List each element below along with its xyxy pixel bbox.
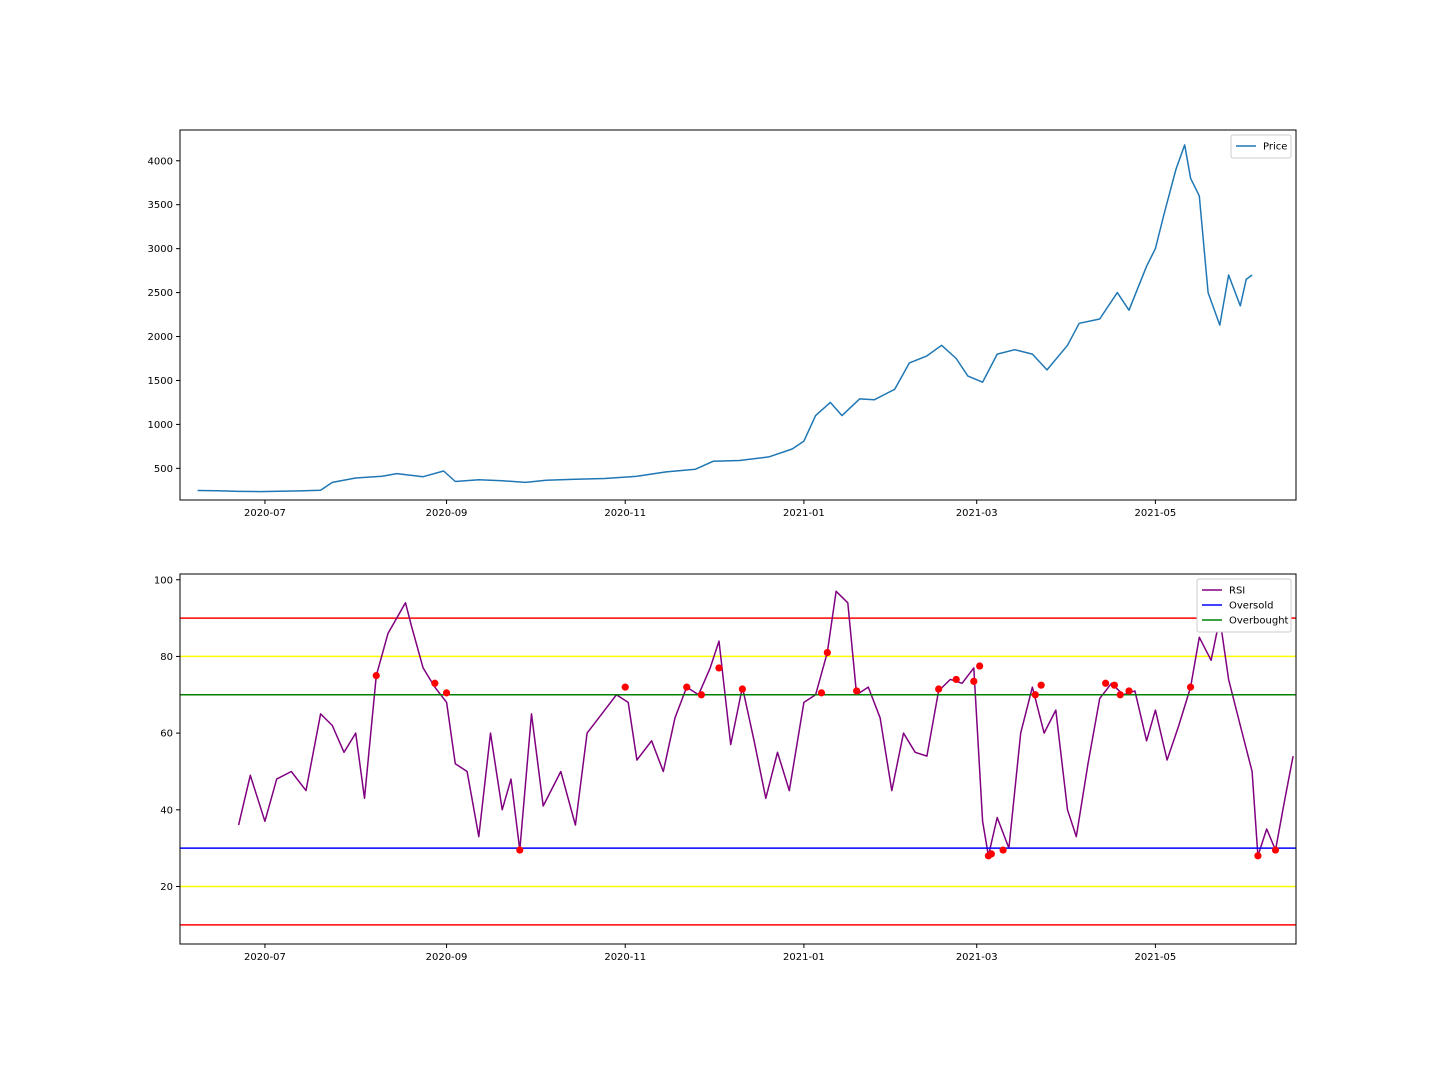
x-tick-label: 2020-07: [244, 508, 286, 519]
rsi-legend: RSI Oversold Overbought: [1196, 578, 1292, 633]
signal-marker: [1125, 687, 1133, 695]
signal-marker: [952, 675, 960, 684]
x-tick-label: 2021-01: [783, 952, 825, 963]
signal-marker: [999, 846, 1007, 854]
price-legend-box: [1230, 134, 1292, 159]
price-axes-frame: [179, 129, 1297, 501]
signal-marker: [715, 664, 723, 672]
y-tick-label: 4000: [148, 156, 173, 167]
x-tick-label: 2021-05: [1135, 952, 1177, 963]
y-tick-label: 3500: [148, 200, 173, 211]
signal-marker: [738, 685, 746, 693]
legend-label-rsi: RSI: [1229, 586, 1245, 597]
signal-marker: [1254, 852, 1262, 860]
x-tick-label: 2020-11: [604, 952, 646, 963]
x-tick-label: 2020-07: [244, 952, 286, 963]
rsi-legend-box: [1196, 578, 1292, 633]
signal-marker: [970, 677, 978, 685]
signal-marker: [1102, 679, 1110, 687]
signal-marker: [976, 662, 984, 670]
y-tick-label: 2000: [148, 332, 173, 343]
y-tick-label: 40: [160, 805, 173, 816]
signal-marker: [516, 846, 524, 854]
signal-marker: [683, 683, 691, 691]
signal-marker: [817, 689, 826, 697]
x-tick-label: 2020-11: [604, 508, 646, 519]
legend-label-overbought: Overbought: [1229, 616, 1289, 627]
signal-marker: [823, 649, 831, 657]
x-tick-label: 2020-09: [426, 952, 468, 963]
x-tick-label: 2021-03: [956, 508, 998, 519]
signal-marker: [431, 679, 439, 687]
x-tick-label: 2021-03: [956, 952, 998, 963]
x-tick-label: 2020-09: [426, 508, 468, 519]
signal-marker: [372, 672, 380, 680]
rsi-plot-area: [180, 590, 1296, 926]
y-tick-label: 2500: [148, 288, 173, 299]
rsi-chart: 2020-07 2020-09 2020-11 2021-01 2021-03 2021-…: [154, 573, 1297, 963]
legend-label-oversold: Oversold: [1229, 601, 1274, 612]
legend-label-price: Price: [1263, 142, 1287, 153]
signal-marker: [697, 691, 705, 699]
x-tick-label: 2021-01: [783, 508, 825, 519]
signal-marker: [1186, 683, 1195, 691]
signal-marker: [1110, 681, 1118, 689]
y-tick-label: 500: [154, 464, 173, 475]
rsi-series-line: [237, 590, 1294, 857]
rsi-axes-frame: [179, 573, 1297, 945]
y-tick-label: 80: [160, 652, 173, 663]
y-tick-label: 60: [160, 729, 173, 740]
signal-marker: [1037, 681, 1045, 689]
y-tick-label: 3000: [148, 244, 173, 255]
x-tick-label: 2021-05: [1135, 508, 1177, 519]
signal-marker: [442, 689, 451, 697]
price-chart: 2020-07 2020-09 2020-11 2021-01 2021-03 2021-…: [148, 129, 1297, 519]
signal-marker: [935, 685, 943, 693]
y-tick-label: 1500: [148, 376, 173, 387]
rsi-axis-ticks: 2020-07 2020-09 2020-11 2021-01 2021-03 2021-…: [154, 575, 1176, 963]
price-series-line: [197, 144, 1253, 493]
price-legend: Price: [1230, 134, 1292, 159]
y-tick-label: 100: [154, 575, 173, 586]
signal-marker: [1031, 691, 1039, 699]
signal-marker: [621, 683, 629, 691]
signal-marker: [987, 850, 995, 858]
signal-marker: [853, 687, 861, 695]
signal-marker: [1271, 846, 1280, 854]
signal-marker: [1116, 691, 1124, 699]
y-tick-label: 1000: [148, 420, 173, 431]
price-axis-ticks: 2020-07 2020-09 2020-11 2021-01 2021-03 2021-…: [148, 156, 1177, 519]
y-tick-label: 20: [160, 882, 173, 893]
price-plot-area: [197, 144, 1253, 493]
